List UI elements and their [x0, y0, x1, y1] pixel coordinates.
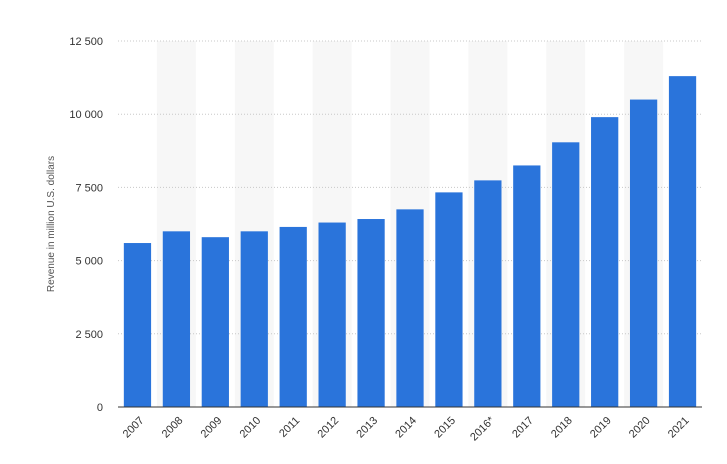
- x-tick-label: 2009: [199, 415, 225, 441]
- y-tick-labels: 0 2 500 5 000 7 500 10 000 12 500: [69, 36, 103, 414]
- y-tick-label: 12 500: [69, 36, 103, 48]
- bar: [513, 165, 541, 407]
- bar: [162, 231, 191, 407]
- bar: [123, 243, 152, 407]
- bars: [123, 76, 697, 408]
- y-tick-label: 10 000: [69, 109, 103, 121]
- x-tick-label: 2012: [315, 415, 341, 441]
- y-tick-label: 2 500: [75, 329, 103, 341]
- x-tick-label: 2021: [666, 415, 692, 441]
- bar: [474, 180, 502, 407]
- bar: [591, 117, 619, 408]
- x-tick-label: 2014: [393, 415, 419, 441]
- bar: [552, 142, 580, 407]
- x-tick-label: 2013: [354, 415, 380, 441]
- y-tick-label: 0: [97, 402, 103, 414]
- y-tick-label: 5 000: [75, 256, 103, 268]
- x-tick-label: 2017: [510, 415, 536, 441]
- bar: [240, 231, 268, 407]
- bar: [279, 226, 307, 407]
- x-tick-label: 2015: [432, 415, 458, 441]
- bar: [396, 209, 424, 407]
- x-tick-label: 2016*: [468, 414, 497, 443]
- bar: [629, 99, 658, 407]
- x-tick-label: 2020: [627, 415, 653, 441]
- y-axis-title: Revenue in million U.S. dollars: [46, 156, 57, 292]
- x-tick-label: 2018: [549, 415, 575, 441]
- x-tick-label: 2008: [160, 415, 186, 441]
- x-tick-label: 2011: [277, 415, 302, 440]
- y-tick-label: 7 500: [75, 182, 103, 194]
- x-tick-label: 2010: [238, 415, 264, 441]
- x-tick-labels: 2007 2008 2009 2010 2011 2012 2013 2014 2015 2016…: [121, 414, 692, 443]
- bar: [435, 192, 463, 407]
- x-tick-label: 2019: [588, 415, 614, 441]
- bar: [318, 222, 346, 407]
- bar: [201, 237, 229, 407]
- bar: [357, 219, 385, 407]
- x-tick-label: 2007: [121, 415, 147, 441]
- bar: [668, 76, 697, 408]
